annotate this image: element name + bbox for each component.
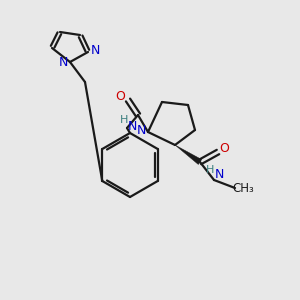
Text: N: N bbox=[127, 119, 137, 133]
Text: N: N bbox=[90, 44, 100, 56]
Text: O: O bbox=[219, 142, 229, 155]
Polygon shape bbox=[175, 145, 202, 164]
Text: H: H bbox=[206, 165, 214, 175]
Text: N: N bbox=[136, 124, 146, 137]
Text: N: N bbox=[58, 56, 68, 68]
Text: O: O bbox=[115, 91, 125, 103]
Text: CH₃: CH₃ bbox=[232, 182, 254, 194]
Text: N: N bbox=[214, 169, 224, 182]
Text: H: H bbox=[120, 115, 128, 125]
